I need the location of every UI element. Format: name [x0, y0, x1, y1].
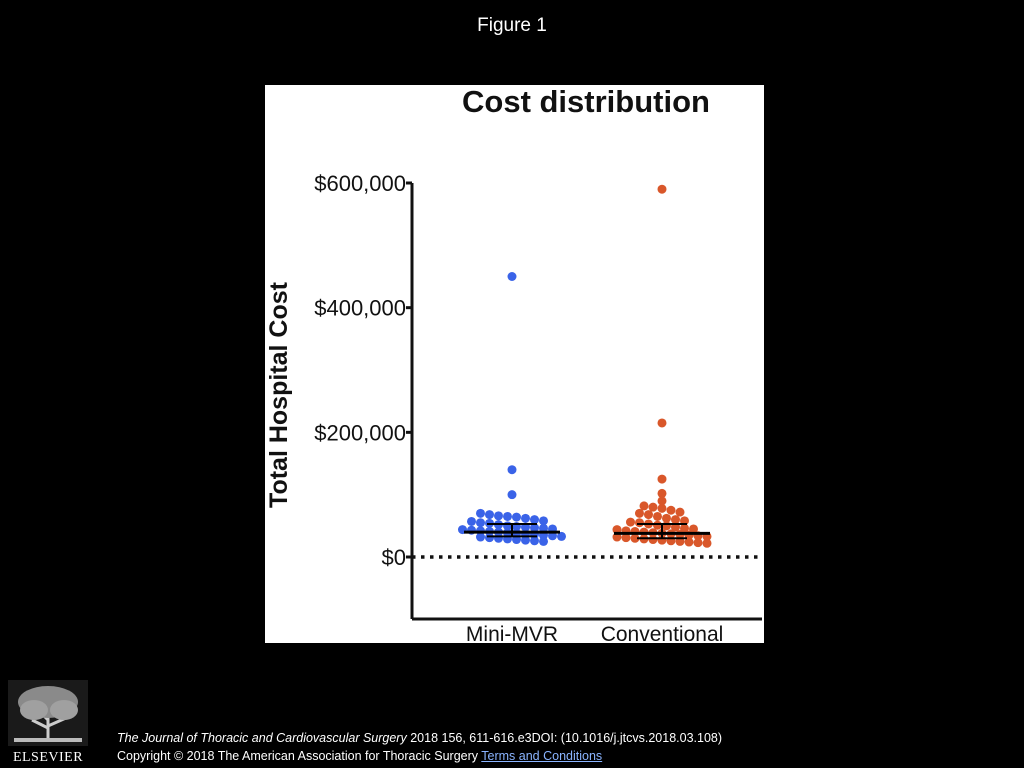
data-point: [653, 520, 662, 530]
data-point: [503, 511, 512, 521]
data-point: [680, 523, 689, 533]
data-point: [671, 515, 680, 525]
data-point: [662, 513, 671, 523]
elsevier-tree-logo: [8, 680, 88, 746]
data-point: [530, 523, 539, 533]
chart-panel: Cost distribution Total Hospital Cost $0…: [265, 85, 764, 643]
data-point: [521, 513, 530, 523]
data-point: [662, 521, 671, 531]
y-axis-label: Total Hospital Cost: [265, 281, 293, 508]
data-point: [653, 511, 662, 521]
y-tick-label: $200,000: [314, 420, 406, 445]
data-point: [494, 511, 503, 521]
data-point: [666, 505, 676, 515]
data-point: [648, 535, 658, 545]
axis-layer: $0 $200,000 $400,000 $600,000: [314, 171, 762, 621]
data-point: [507, 272, 517, 281]
data-point: [657, 184, 667, 194]
y-tick-label: $600,000: [314, 171, 406, 196]
cost-distribution-chart: Cost distribution Total Hospital Cost $0…: [265, 85, 762, 643]
data-point: [657, 503, 667, 513]
citation-details: 2018 156, 611-616.e3DOI: (10.1016/j.jtcv…: [410, 731, 723, 745]
data-point: [485, 533, 494, 543]
citation: The Journal of Thoracic and Cardiovascul…: [117, 731, 722, 745]
data-point: [657, 418, 667, 428]
data-point: [512, 512, 521, 522]
points-layer: [458, 184, 712, 548]
y-tick-label: $0: [382, 545, 406, 570]
y-tick-label: $400,000: [314, 296, 406, 321]
figure-label: Figure 1: [477, 15, 547, 36]
data-point: [657, 488, 667, 498]
data-point: [539, 536, 548, 546]
data-point: [657, 496, 667, 506]
data-point: [476, 532, 485, 542]
category-label: Mini-MVR: [466, 623, 558, 643]
data-point: [689, 524, 698, 534]
data-point: [485, 510, 494, 520]
data-point: [539, 516, 548, 526]
data-point: [657, 474, 667, 484]
data-point: [648, 502, 658, 512]
chart-title: Cost distribution: [462, 85, 710, 119]
journal-name: The Journal of Thoracic and Cardiovascul…: [117, 731, 407, 745]
data-point: [621, 533, 631, 543]
data-point: [507, 465, 517, 475]
data-point: [521, 535, 530, 545]
data-point: [635, 518, 644, 528]
data-point: [702, 538, 712, 548]
data-point: [639, 501, 649, 511]
data-point: [530, 515, 539, 525]
data-point: [644, 510, 653, 520]
data-point: [684, 537, 694, 547]
data-point: [530, 536, 539, 546]
logo-wordmark: ELSEVIER: [12, 750, 84, 765]
data-point: [467, 516, 476, 526]
summary-layer: [464, 522, 710, 540]
terms-link[interactable]: Terms and Conditions: [481, 749, 603, 763]
data-point: [476, 508, 485, 518]
data-point: [626, 517, 635, 527]
data-point: [630, 533, 640, 543]
data-point: [693, 538, 703, 548]
data-point: [494, 533, 503, 543]
data-point: [557, 531, 566, 541]
data-point: [675, 507, 685, 517]
data-point: [476, 518, 485, 528]
copyright-text: Copyright © 2018 The American Associatio…: [117, 749, 479, 763]
category-layer: Mini-MVR Conventional: [466, 623, 723, 643]
copyright: Copyright © 2018 The American Associatio…: [117, 749, 602, 763]
data-point: [635, 508, 644, 518]
category-label: Conventional: [601, 623, 724, 643]
data-point: [507, 490, 517, 500]
